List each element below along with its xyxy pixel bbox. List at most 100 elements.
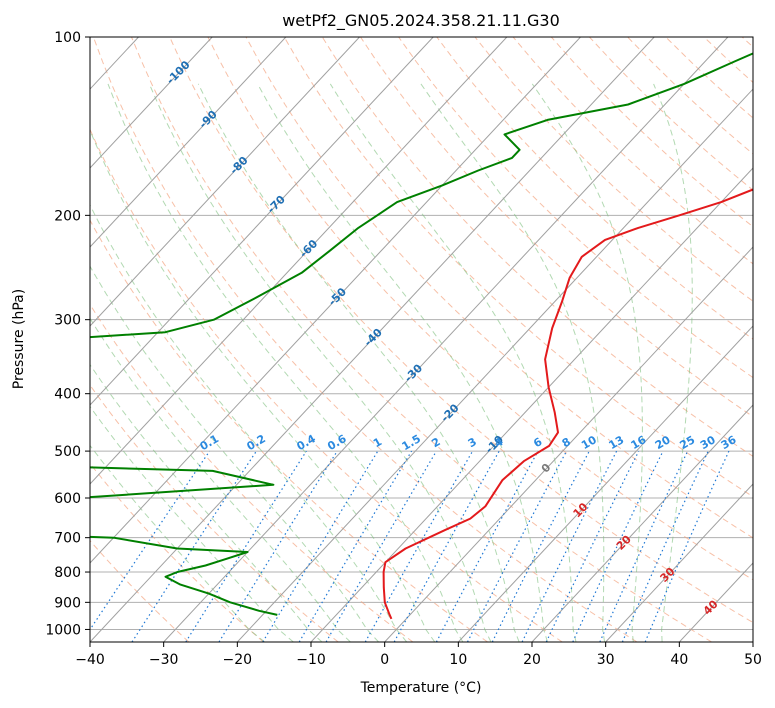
mixing-ratio-label: 0.1 [198,432,221,453]
dry-adiabat [436,37,753,340]
series-line-1 [90,52,753,616]
moist-adiabat [90,405,294,642]
isotherm [384,246,753,642]
mixing-ratio-label: 30 [698,433,718,452]
mixing-ratio-line [521,450,618,642]
dry-adiabat [90,219,488,642]
x-axis-ticks: −40 −30 −20 −10 0 10 20 30 40 50 [75,642,762,668]
y-tick-label: 300 [54,313,81,329]
dry-adiabat [550,37,753,228]
mixing-ratio-label: 1 [371,435,384,450]
mixing-ratio-line [90,450,211,631]
isotherm [90,37,360,327]
y-tick-label: 500 [54,444,81,460]
mixing-ratio-lines [90,450,730,642]
moist-adiabat [90,129,436,642]
isotherm [90,37,508,485]
moist-adiabat [420,83,606,642]
mixing-ratio-label: 36 [719,433,739,452]
dry-adiabat [283,37,753,498]
plot-frame [89,36,754,643]
dry-adiabat [90,462,264,642]
dry-adiabat [169,37,753,624]
x-tick-label: −10 [296,652,326,668]
mixing-ratio-label: 2 [430,435,443,450]
mixing-ratio-line [262,450,379,642]
moist-adiabat [90,444,266,642]
dry-adiabat [741,37,753,48]
y-axis-label: Pressure (hPa) [11,289,27,389]
mixing-ratio-line [644,450,730,642]
dry-adiabat [207,37,753,581]
isotherm [90,37,655,642]
x-tick-label: 10 [449,652,467,668]
mixing-ratio-label: 6 [531,435,544,450]
mixing-ratio-line [131,450,257,642]
mixing-ratio-label: 10 [579,433,599,452]
moist-adiabat [90,317,351,642]
y-tick-label: 800 [54,565,81,581]
moist-adiabats [90,83,693,642]
dry-adiabat [90,128,563,642]
mixing-ratio-label: 20 [653,433,673,452]
isotherm [531,404,753,642]
dry-adiabat [90,539,190,642]
y-tick-label: 100 [54,30,81,46]
sounding-series [90,52,753,620]
moist-adiabat [90,363,323,642]
mixing-ratio-line [435,450,539,642]
x-tick-label: 0 [380,652,389,668]
pressure-grid [90,37,753,630]
dry-adiabat [245,37,753,539]
plot-area: -100-90-80-70-60-50-40-30-20-10010203040… [0,37,753,642]
mixing-ratio-line [545,450,640,642]
y-axis-ticks: 100 200 300 400 500 600 700 800 900 1000 [45,30,90,638]
y-tick-label: 900 [54,595,81,611]
isotherm [0,37,65,642]
x-tick-label: −40 [75,652,105,668]
dry-adiabat [90,384,339,642]
x-tick-label: 20 [523,652,541,668]
moist-adiabat [653,83,693,642]
y-tick-label: 700 [54,531,81,547]
mixing-ratio-label: 1.5 [400,432,423,453]
moist-adiabat [257,83,548,642]
moist-adiabat [90,265,379,642]
mixing-ratio-line [298,450,413,642]
isotherms [0,37,753,642]
mixing-ratio-line [325,450,437,642]
isotherm [90,37,213,169]
isotherm [90,37,434,406]
y-tick-label: 600 [54,491,81,507]
series-line-0 [382,188,753,620]
mixing-ratio-label: 0.6 [325,432,349,453]
mixing-ratio-label: 0.4 [294,432,318,453]
y-tick-label: 400 [54,387,81,403]
dry-adiabat [474,37,753,302]
x-tick-label: −20 [223,652,253,668]
y-tick-label: 1000 [45,622,81,638]
moist-adiabat [107,83,464,642]
mixing-ratio-label: 3 [466,435,479,450]
dry-adiabat [665,37,753,119]
isotherm [236,88,753,642]
dry-adiabats [90,37,753,642]
moist-adiabat [90,203,408,642]
x-axis-label: Temperature (°C) [360,680,482,696]
mixing-ratio-label: 16 [629,433,649,452]
mixing-ratio-line [491,450,590,642]
isotherm [163,37,729,642]
isotherm [90,37,581,564]
mixing-ratio-line [599,450,689,642]
mixing-ratio-label: 25 [678,433,698,452]
moist-adiabat [197,83,520,642]
isotherm [457,325,753,642]
mixing-ratio-line [185,450,307,642]
isotherm [678,562,753,642]
mixing-ratio-label: 13 [606,433,626,452]
isotherm [90,37,287,248]
moist-adiabat [148,83,492,642]
x-tick-label: 40 [670,652,688,668]
isotherm [752,641,753,642]
